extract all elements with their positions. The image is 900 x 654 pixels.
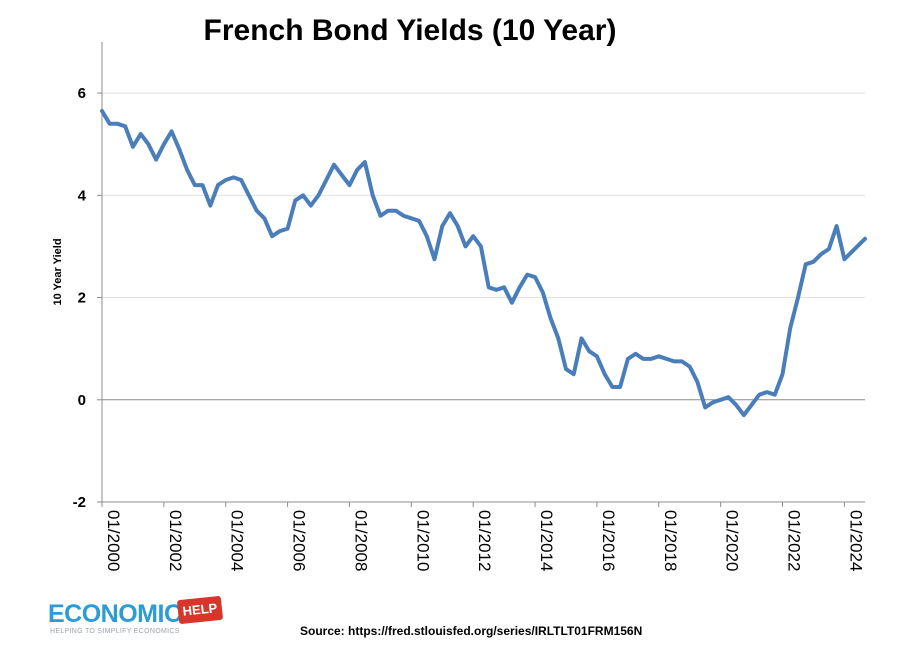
grid-lines [102,92,865,503]
y-axis-label: 10 Year Yield [52,238,64,305]
x-tick-label: 01/2016 [599,510,618,571]
axes [101,42,865,503]
economics-help-logo[interactable]: ECONOMICS HELP HELPING TO SIMPLIFY ECONO… [48,595,248,642]
y-tick-label: 2 [78,290,86,307]
source-note: Source: https://fred.stlouisfed.org/seri… [300,624,643,638]
x-tick-label: 01/2000 [104,510,123,571]
logo-tagline: HELPING TO SIMPLIFY ECONOMICS [50,628,180,635]
x-tick-label: 01/2006 [290,510,309,571]
x-tick-label: 01/2024 [846,510,865,571]
x-tick-label: 01/2018 [661,510,680,571]
x-tick-label: 01/2022 [785,510,804,571]
logo-word: ECONOMICS [48,600,198,628]
x-tick-labels: 01/2000 01/2002 01/2004 01/2006 01/2008 01/20… [101,502,865,571]
chart-title: French Bond Yields (10 Year) [203,14,617,47]
x-tick-label: 01/2020 [723,510,742,571]
y-tick-labels: -2 0 2 4 6 [73,85,102,511]
series-layer [100,109,867,418]
x-tick-label: 01/2010 [413,510,432,571]
logo-badge: HELP [176,595,224,625]
x-tick-label: 01/2002 [166,510,185,571]
series-line [100,109,867,418]
x-tick-label: 01/2014 [537,510,556,571]
x-tick-label: 01/2012 [475,510,494,571]
x-tick-label: 01/2004 [228,510,247,571]
y-tick-label: -2 [73,494,86,511]
y-tick-label: 6 [78,85,86,102]
y-tick-label: 0 [78,392,86,409]
y-tick-label: 4 [78,187,87,204]
x-tick-label: 01/2008 [351,510,370,571]
